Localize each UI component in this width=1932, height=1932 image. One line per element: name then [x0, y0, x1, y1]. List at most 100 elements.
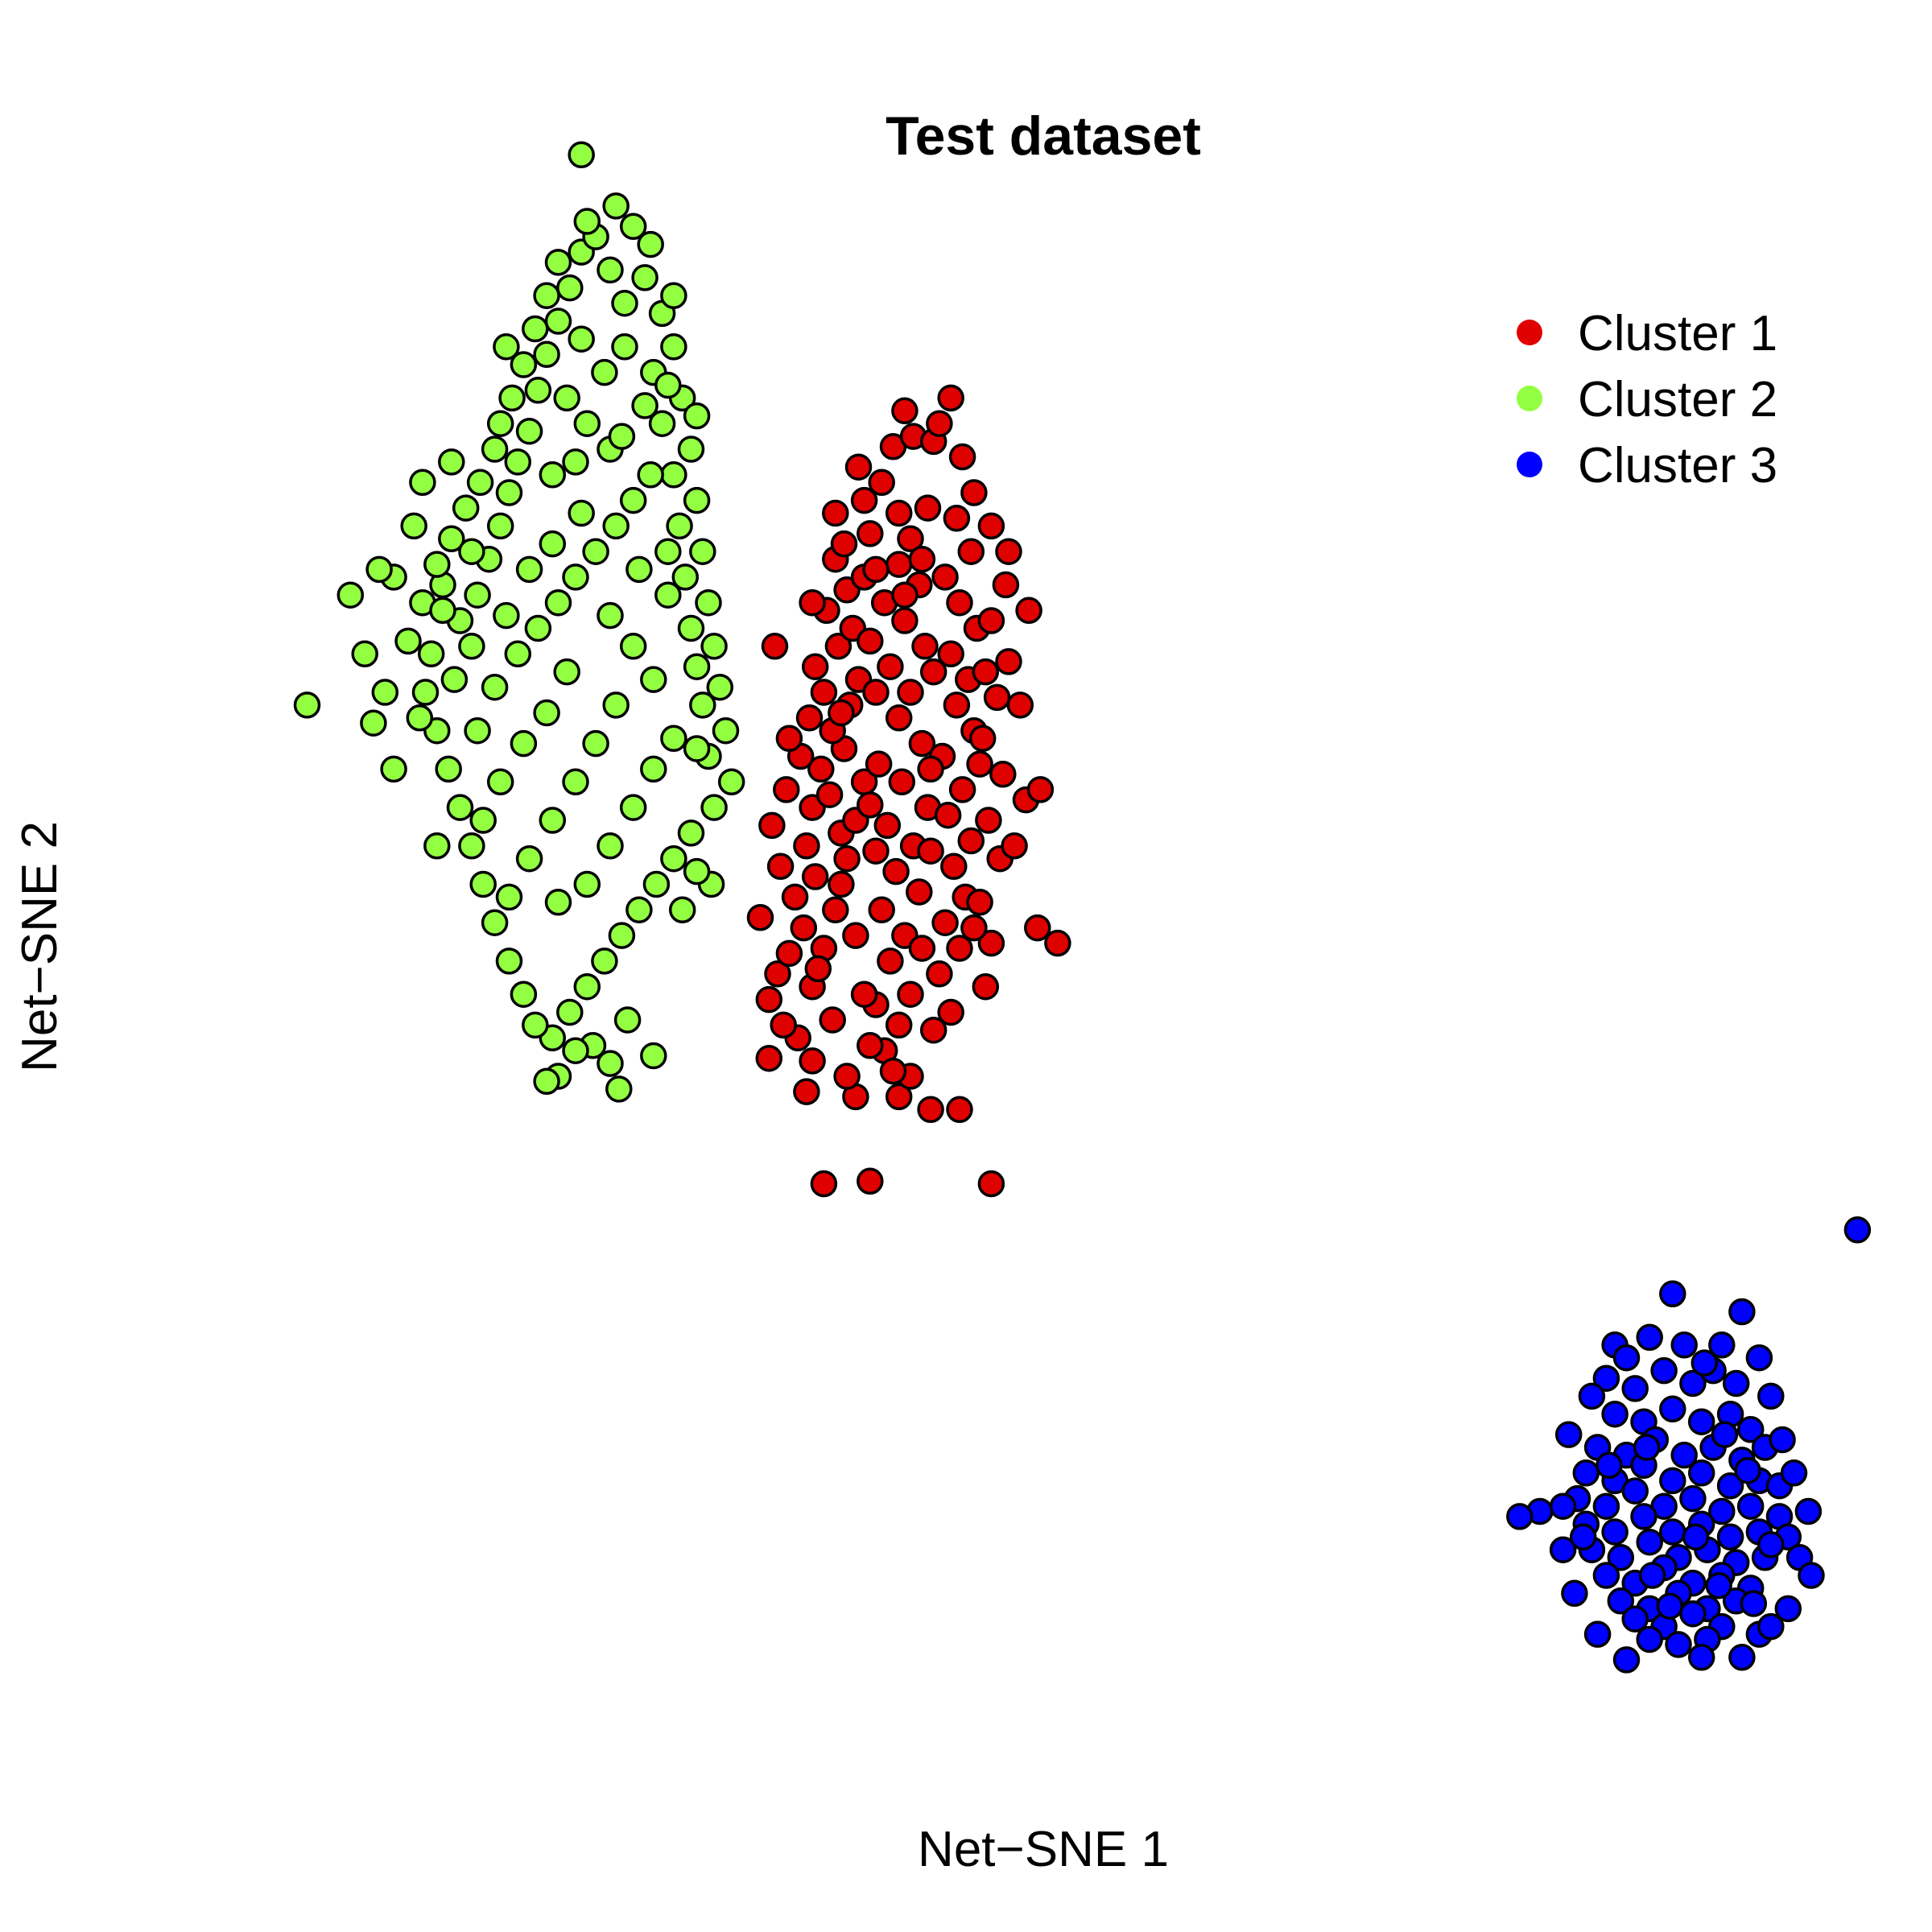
cluster-1-point-149 [1026, 776, 1055, 803]
cluster-2-point-55 [591, 947, 618, 975]
cluster-1-point-69 [940, 852, 968, 881]
cluster-1-point-131 [862, 837, 890, 865]
cluster-3-point-106 [1705, 1571, 1732, 1600]
cluster-1-point-126 [850, 980, 878, 1008]
cluster-1-point-54 [885, 704, 913, 732]
cluster-1-point-151 [799, 588, 826, 617]
cluster-1-point-42 [897, 980, 924, 1008]
cluster-2-point-42 [700, 633, 728, 660]
cluster-2-point-59 [522, 1011, 549, 1039]
cluster-2-point-103 [539, 807, 567, 834]
cluster-2-point-48 [717, 768, 745, 796]
cluster-1-point-92 [992, 571, 1020, 599]
cluster-2-point-26 [597, 256, 624, 284]
cluster-2-point-97 [597, 601, 624, 630]
cluster-2-point-19 [522, 315, 549, 343]
cluster-2-point-28 [631, 264, 658, 291]
cluster-3-point-105 [1638, 1562, 1666, 1589]
cluster-1-point-71 [934, 801, 962, 829]
cluster-2-point-60 [510, 980, 538, 1008]
cluster-2-point-22 [556, 274, 584, 302]
cluster-2-point-130 [637, 230, 664, 258]
cluster-1-point-82 [972, 972, 1000, 1001]
cluster-2-point-90 [573, 410, 601, 437]
cluster-1-point-86 [975, 807, 1002, 834]
cluster-3-point-38 [1659, 1518, 1686, 1546]
cluster-1-point-95 [844, 453, 873, 481]
cluster-3-point-92 [1659, 1280, 1686, 1308]
cluster-1-point-13 [833, 844, 861, 873]
cluster-1-point-49 [873, 811, 902, 840]
cluster-1-point-9 [822, 896, 849, 924]
cluster-2-point-151 [293, 691, 321, 719]
cluster-1-point-130 [828, 870, 855, 898]
cluster-2-point-137 [597, 1050, 624, 1077]
cluster-3-point-32 [1708, 1497, 1736, 1525]
cluster-2-point-121 [469, 807, 497, 834]
cluster-1-point-142 [966, 750, 993, 778]
x-axis-label: Net−SNE 1 [918, 1822, 1169, 1877]
cluster-2-point-65 [446, 794, 474, 821]
cluster-2-point-10 [495, 479, 523, 506]
cluster-2-point-84 [562, 564, 589, 591]
cluster-2-point-100 [602, 691, 630, 719]
cluster-2-point-101 [582, 729, 609, 758]
cluster-1-point-52 [865, 750, 893, 778]
cluster-1-point-31 [824, 633, 852, 660]
cluster-3-point-3 [1679, 1369, 1707, 1397]
cluster-1-point-147 [857, 1167, 884, 1195]
cluster-3-point-11 [1736, 1416, 1765, 1443]
cluster-3-point-72 [1506, 1503, 1534, 1530]
cluster-2-point-87 [619, 486, 647, 514]
cluster-2-point-127 [493, 333, 520, 361]
cluster-3-point-76 [1774, 1595, 1802, 1623]
cluster-2-point-107 [573, 870, 601, 898]
cluster-1-point-47 [882, 857, 910, 886]
cluster-2-point-126 [409, 469, 436, 497]
cluster-3-point-73 [1794, 1497, 1823, 1525]
cluster-2-point-135 [613, 1006, 642, 1034]
chart-title: Test dataset [886, 105, 1201, 167]
cluster-1-point-129 [879, 1057, 907, 1085]
cluster-2-point-78 [440, 666, 469, 693]
cluster-3-point-1 [1621, 1375, 1649, 1402]
cluster-1-point-113 [1044, 929, 1071, 957]
cluster-1-point-91 [977, 607, 1005, 634]
cluster-3-point-65 [1636, 1625, 1663, 1653]
legend-marker-cluster-3 [1517, 452, 1542, 477]
cluster-2-point-62 [481, 909, 509, 936]
cluster-2-point-116 [464, 716, 491, 745]
series-cluster-3 [1506, 1216, 1872, 1674]
cluster-2-point-149 [458, 538, 485, 565]
cluster-3-point-83 [1670, 1331, 1698, 1359]
cluster-2-point-56 [573, 972, 601, 1001]
cluster-1-point-153 [775, 724, 803, 753]
cluster-1-point-40 [885, 1011, 913, 1039]
cluster-2-point-82 [524, 614, 552, 642]
y-axis-label: Net−SNE 2 [12, 821, 68, 1072]
cluster-2-point-152 [568, 141, 595, 169]
cluster-3-point-95 [1612, 1344, 1641, 1372]
cluster-1-point-119 [946, 1096, 973, 1124]
cluster-1-point-127 [804, 955, 832, 983]
cluster-2-point-96 [568, 499, 595, 527]
cluster-3-point-108 [1656, 1592, 1684, 1620]
cluster-2-point-147 [562, 448, 589, 476]
cluster-2-point-154 [631, 392, 658, 419]
cluster-2-point-144 [683, 735, 711, 762]
cluster-2-point-51 [660, 844, 687, 873]
cluster-2-point-120 [625, 555, 653, 584]
cluster-1-point-137 [862, 555, 890, 584]
cluster-1-point-19 [815, 781, 844, 808]
cluster-2-point-50 [677, 819, 705, 847]
cluster-3-point-6 [1601, 1400, 1629, 1428]
cluster-1-point-141 [917, 755, 944, 783]
cluster-3-point-8 [1659, 1395, 1686, 1423]
cluster-1-point-65 [926, 960, 953, 988]
cluster-1-point-128 [842, 922, 869, 949]
cluster-1-point-38 [857, 520, 884, 547]
cluster-1-point-101 [926, 410, 953, 437]
cluster-2-point-52 [642, 870, 671, 898]
cluster-1-point-117 [885, 1083, 913, 1111]
